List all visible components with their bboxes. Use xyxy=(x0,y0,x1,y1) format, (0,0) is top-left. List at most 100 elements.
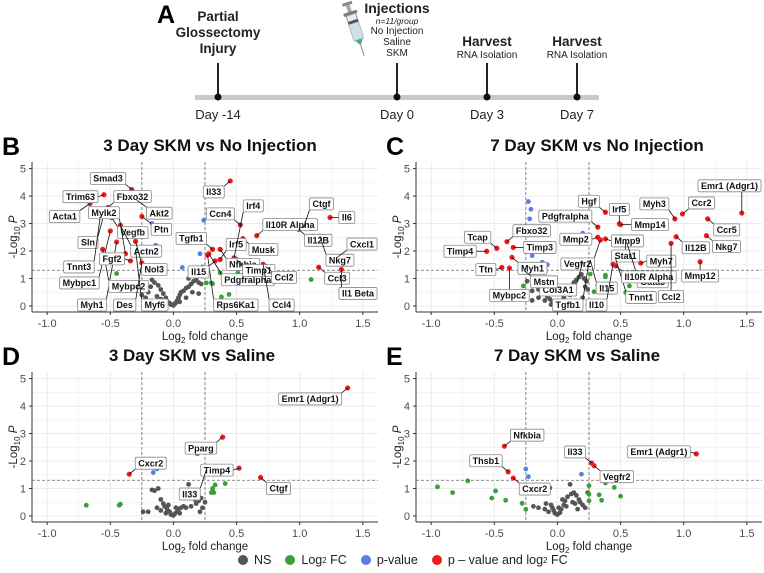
label-connector xyxy=(219,250,227,260)
label-text: Ptn xyxy=(154,225,169,235)
label-text: Actn2 xyxy=(134,246,159,256)
day-label: Day -14 xyxy=(195,107,241,122)
y-axis-title-sub: 10 xyxy=(397,436,406,445)
label-box xyxy=(141,298,169,312)
label-connector xyxy=(675,236,683,243)
gene-label: Hgf xyxy=(578,194,606,213)
x-tick-label: -1.0 xyxy=(38,528,57,540)
x-axis-title: Log2 fold change xyxy=(162,331,248,345)
point-ns xyxy=(543,501,549,506)
injections-title: Injections xyxy=(364,0,430,16)
gene-label: Stat1 xyxy=(611,241,641,263)
gene-label: Il12B xyxy=(675,236,711,255)
gene-label: Ccr5 xyxy=(707,218,741,237)
label-box xyxy=(175,231,207,245)
panel-letter: E xyxy=(386,343,403,371)
y-axis-title: -Log10 P xyxy=(8,215,22,258)
label-text: Myh1 xyxy=(521,264,544,274)
label-text: Ctgf xyxy=(312,199,331,209)
label-box xyxy=(523,241,557,254)
label-connector xyxy=(208,253,222,274)
x-axis-title-sub: 2 xyxy=(565,336,570,345)
gene-label: Pdgfralpha xyxy=(538,209,599,228)
point-log2fc xyxy=(627,283,632,289)
label-box xyxy=(248,243,279,257)
label-text: Smad3 xyxy=(93,174,123,184)
x-tick-label: 1.5 xyxy=(739,318,754,330)
gene-label: Acta1 xyxy=(48,203,91,223)
label-box xyxy=(469,454,503,468)
label-text: Mybpc2 xyxy=(112,282,146,292)
point-pvalue xyxy=(523,466,529,472)
gene-label: Timp4 xyxy=(200,463,240,477)
y-tick-label: 0 xyxy=(404,301,410,313)
label-box xyxy=(225,238,247,251)
label-box xyxy=(346,237,378,251)
label-box xyxy=(509,428,545,442)
point-ns xyxy=(563,503,569,509)
y-tick-label: 5 xyxy=(20,374,26,386)
label-text: Ccr2 xyxy=(691,198,711,208)
label-text: Mstn xyxy=(534,277,555,287)
point-log2fc xyxy=(308,277,314,282)
point-log2fc xyxy=(586,483,592,489)
label-connector xyxy=(128,468,136,475)
label-text: Mmp9 xyxy=(614,236,640,246)
label-text: Fbxo32 xyxy=(117,192,149,202)
y-axis-title-part: P xyxy=(8,215,20,226)
label-box xyxy=(63,260,95,274)
point-ns xyxy=(154,505,160,511)
x-axis-title: Log2 fold change xyxy=(546,541,632,555)
x-tick-label: 1.0 xyxy=(676,318,691,330)
point-pvalue xyxy=(197,251,203,257)
gene-label: Thsb1 xyxy=(469,454,509,473)
label-connector xyxy=(125,184,133,190)
legend-label-rest: FC xyxy=(326,553,347,567)
gene-label: Il33 xyxy=(564,445,592,464)
volcano-plot-d: D 3 Day SKM vs Saline -1.0 -0.5 0.0 0.5 1.0 1.5… xyxy=(2,343,378,555)
label-text: Rps6Ka1 xyxy=(217,300,256,310)
gene-label: Il6 xyxy=(330,211,356,224)
label-box xyxy=(512,224,551,238)
gene-label: Nfkbia xyxy=(504,428,545,447)
point-ns xyxy=(546,509,551,515)
day-label: Day 3 xyxy=(470,107,504,122)
label-text: Il33 xyxy=(206,187,221,197)
day-label: Day 7 xyxy=(560,107,594,122)
label-connector xyxy=(606,264,614,300)
y-tick-label: 1 xyxy=(20,483,26,495)
label-box xyxy=(146,206,173,220)
point-log2fc xyxy=(83,502,89,508)
panel-d: D 3 Day SKM vs Saline -1.0 -0.5 0.0 0.5 1.0 1.5… xyxy=(0,340,380,560)
volcano-plot-c: C 7 Day SKM vs No Injection -1.0 -0.5 0.0 0.5… xyxy=(386,133,762,345)
label-text: Nfkbia xyxy=(513,430,542,440)
gene-labels: Nfkbia Thsb1 Cxcr2 Il33 Vegfr2 Emr1 (Adgr1) xyxy=(469,428,697,496)
y-axis-title-sub: 10 xyxy=(397,226,406,235)
point-ns xyxy=(155,486,161,491)
y-tick-label: 4 xyxy=(20,401,26,413)
injury-title-line: Injury xyxy=(199,41,237,56)
legend-label-rest: FC xyxy=(547,553,568,567)
label-box xyxy=(595,281,618,295)
y-tick-label: 4 xyxy=(404,191,410,203)
x-tick-label: 0.0 xyxy=(550,528,565,540)
label-connector xyxy=(495,267,502,270)
gene-label: Vegfr2 xyxy=(560,239,601,271)
label-connector xyxy=(490,242,498,249)
legend-label: p-value xyxy=(376,553,418,567)
point-ns xyxy=(177,510,183,516)
label-connector xyxy=(234,219,241,226)
point-ns xyxy=(536,295,541,301)
label-box xyxy=(608,203,630,216)
timeline-tick-day-0 xyxy=(393,63,401,101)
point-ns xyxy=(160,291,166,296)
y-tick-label: 2 xyxy=(404,456,410,468)
label-connector xyxy=(216,436,223,443)
label-text: Il15 xyxy=(191,267,206,277)
label-text: Thsb1 xyxy=(473,456,500,466)
point-ns xyxy=(186,481,191,487)
label-connector xyxy=(233,211,244,258)
gene-label: Rps6Ka1 xyxy=(207,255,259,312)
label-box xyxy=(530,275,558,289)
label-box xyxy=(688,196,715,210)
